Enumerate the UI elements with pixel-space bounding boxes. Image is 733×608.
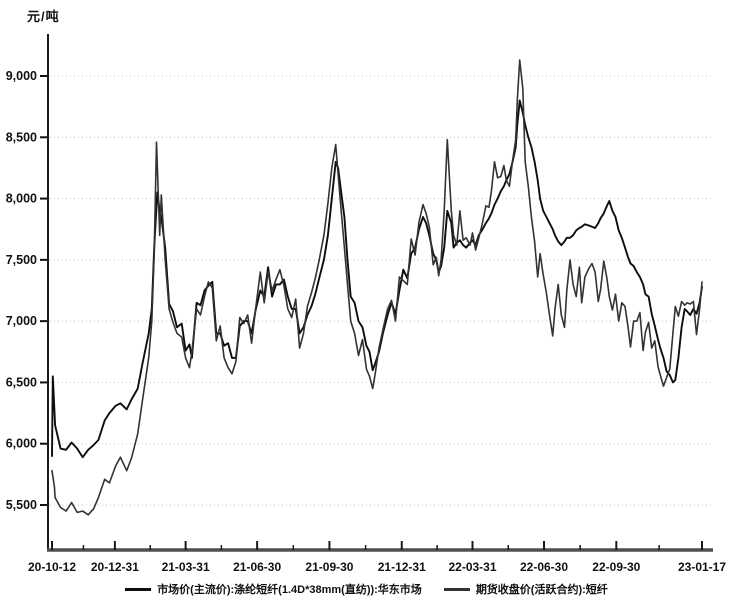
- y-tick-label: 8,000: [6, 192, 37, 206]
- x-tick-label: 23-01-17: [678, 560, 726, 574]
- x-tick-label: 21-06-30: [233, 560, 281, 574]
- x-tick-label: 22-09-30: [592, 560, 640, 574]
- x-tick-label: 20-10-12: [28, 560, 76, 574]
- price-line-chart: 5,500 6,000 6,500 7,000 7,500 8,000 8,500 9,000…: [6, 34, 726, 574]
- x-tick-label: 22-03-31: [448, 560, 496, 574]
- y-axis-unit-label: 元/吨: [27, 9, 60, 24]
- y-tick-label: 7,500: [6, 253, 37, 267]
- spot-line-swatch: [125, 587, 152, 591]
- x-tick-label: 20-12-31: [91, 560, 139, 574]
- y-gridlines: [50, 75, 712, 506]
- series-line-spot: [51, 99, 703, 459]
- series-line-futures: [51, 59, 703, 516]
- legend-item-futures: 期货收盘价(活跃合约):短纤: [443, 581, 608, 597]
- y-tick-label: 5,500: [6, 498, 37, 512]
- futures-line-swatch: [443, 587, 470, 591]
- y-tick-label: 6,000: [6, 437, 37, 451]
- x-tick-label: 21-03-31: [162, 560, 210, 574]
- futures-line-label: 期货收盘价(活跃合约):短纤: [475, 584, 608, 596]
- x-tick-label: 21-09-30: [305, 560, 353, 574]
- legend-item-spot: 市场价(主流价):涤纶短纤(1.4D*38mm(直纺)):华东市场: [125, 581, 422, 597]
- y-axis-ticks-and-labels: 5,500 6,000 6,500 7,000 7,500 8,000 8,500 9,000: [6, 69, 49, 512]
- x-tick-label: 21-12-31: [378, 560, 426, 574]
- y-tick-label: 9,000: [6, 69, 37, 83]
- spot-line-label: 市场价(主流价):涤纶短纤(1.4D*38mm(直纺)):华东市场: [157, 584, 422, 596]
- x-axis-ticks-and-labels: 20-10-12 20-12-31 21-03-31 21-06-30 21-09-30…: [28, 541, 726, 574]
- y-tick-label: 8,500: [6, 130, 37, 144]
- x-tick-label: 22-06-30: [520, 560, 568, 574]
- y-tick-label: 7,000: [6, 314, 37, 328]
- y-tick-label: 6,500: [6, 375, 37, 389]
- chart-legend: 市场价(主流价):涤纶短纤(1.4D*38mm(直纺)):华东市场 期货收盘价(…: [0, 581, 733, 597]
